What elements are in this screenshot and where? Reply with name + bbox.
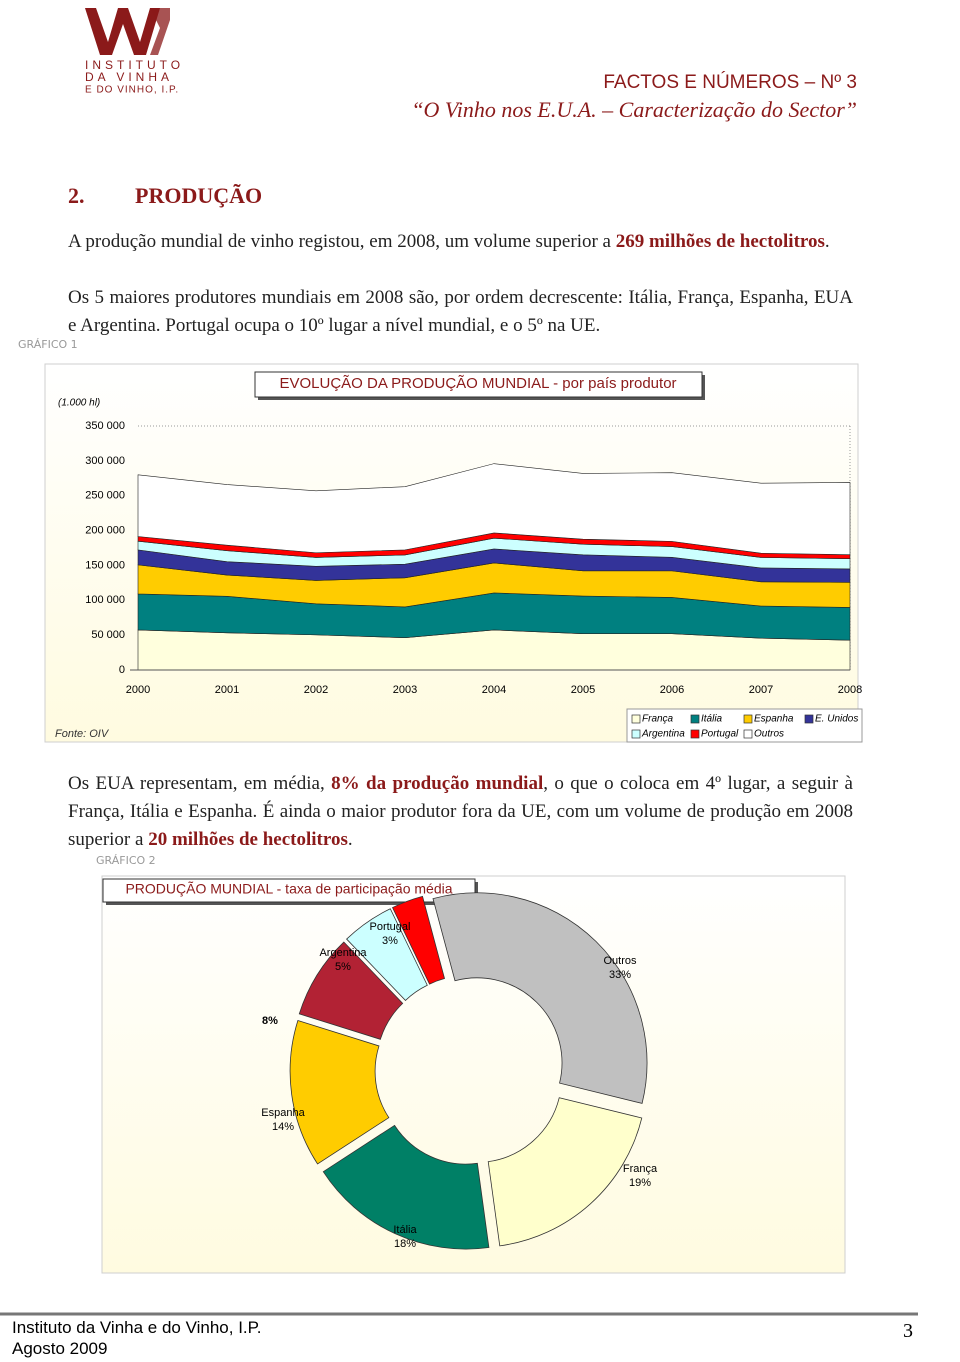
legend-label: Argentina xyxy=(641,729,685,740)
paragraph: Os EUA representam, em média, 8% da prod… xyxy=(68,770,853,854)
donut-slice xyxy=(487,1097,643,1247)
logo-text: INSTITUTO xyxy=(85,58,184,72)
legend-label: Espanha xyxy=(754,714,794,725)
text: A produção mundial de vinho registou, em… xyxy=(68,231,616,252)
y-tick-label: 300 000 xyxy=(85,455,125,467)
donut-slice xyxy=(432,892,648,1104)
donut-slice xyxy=(391,895,446,985)
source: Fonte: OIV xyxy=(55,728,110,740)
figure-label: GRÁFICO 1 xyxy=(18,338,78,351)
y-tick-label: 150 000 xyxy=(85,559,125,571)
x-tick-label: 2008 xyxy=(838,684,862,696)
legend-swatch xyxy=(631,714,641,724)
donut-chart: Outros 33% França 19% Itália 18% Espanha 14% 8% A… xyxy=(261,892,658,1250)
paragraph: A produção mundial de vinho registou, em… xyxy=(68,228,853,256)
emphasis: 20 milhões de hectolitros xyxy=(148,829,348,850)
logo-text: E DO VINHO, I.P. xyxy=(85,85,179,96)
legend-swatch xyxy=(743,729,753,739)
slice-name: Itália xyxy=(393,1224,417,1236)
slice-name: França xyxy=(623,1163,658,1175)
title-box xyxy=(254,371,703,398)
text: Os EUA representam, em média, xyxy=(68,773,332,794)
legend-swatch xyxy=(690,729,700,739)
figure-label: GRÁFICO 2 xyxy=(96,854,156,867)
x-tick-label: 2004 xyxy=(482,684,506,696)
legend-swatch xyxy=(804,714,814,724)
text: . xyxy=(824,231,830,252)
donut-slice xyxy=(346,908,428,1002)
area-chart: 0 50 000 100 000 150 000 200 000 250 000 300 0… xyxy=(85,420,862,740)
y-tick-label: 100 000 xyxy=(85,594,125,606)
logo-text: DA VINHA xyxy=(85,70,173,84)
slice-name: Portugal xyxy=(370,921,411,933)
legend-label: Outros xyxy=(754,729,784,740)
area xyxy=(137,463,851,555)
slice-name: Outros xyxy=(603,955,637,967)
legend-swatch xyxy=(631,729,641,739)
paragraph: Os 5 maiores produtores mundiais em 2008… xyxy=(68,287,853,336)
emphasis: 8% da produção mundial xyxy=(331,773,544,794)
slice-name: Argentina xyxy=(319,947,367,959)
section-title: PRODUÇÃO xyxy=(135,183,263,208)
legend-label: França xyxy=(642,714,674,725)
slice-value-label: 19% xyxy=(629,1177,651,1189)
x-tick-label: 2005 xyxy=(571,684,595,696)
x-tick-label: 2001 xyxy=(215,684,239,696)
legend-label: Portugal xyxy=(701,729,739,740)
chart-title: PRODUÇÃO MUNDIAL - taxa de participação … xyxy=(125,881,452,897)
y-tick-label: 50 000 xyxy=(91,629,125,641)
x-tick-label: 2003 xyxy=(393,684,417,696)
unit-label: (1.000 hl) xyxy=(58,398,100,409)
page-number: 3 xyxy=(903,1320,913,1342)
logo xyxy=(85,8,170,55)
slice-value-label: 18% xyxy=(394,1238,416,1250)
text: , o que o coloca em 4º lugar, a seguir à… xyxy=(68,773,853,850)
donut-slice xyxy=(289,1020,390,1165)
footer-date: Agosto 2009 xyxy=(12,1339,108,1358)
slice-value-label: 5% xyxy=(335,961,351,973)
donut-slice xyxy=(322,1124,490,1250)
legend-label: Itália xyxy=(701,714,723,725)
x-tick-label: 2007 xyxy=(749,684,773,696)
slice-name: Espanha xyxy=(261,1107,305,1119)
y-tick-label: 350 000 xyxy=(85,420,125,432)
x-tick-label: 2000 xyxy=(126,684,150,696)
text: . xyxy=(347,829,353,850)
footer-organization: Instituto da Vinha e do Vinho, I.P. xyxy=(12,1318,262,1337)
legend-label: E. Unidos xyxy=(815,714,858,725)
title-box xyxy=(102,878,476,903)
y-tick-label: 250 000 xyxy=(85,490,125,502)
y-tick-label: 200 000 xyxy=(85,524,125,536)
chart-title: EVOLUÇÃO DA PRODUÇÃO MUNDIAL - por país … xyxy=(279,375,676,392)
slice-value-label: 14% xyxy=(272,1121,294,1133)
x-tick-label: 2006 xyxy=(660,684,684,696)
x-tick-label: 2002 xyxy=(304,684,328,696)
y-tick-label: 0 xyxy=(119,664,125,676)
legend-swatch xyxy=(743,714,753,724)
legend-swatch xyxy=(690,714,700,724)
emphasis: 269 milhões de hectolitros xyxy=(615,231,825,252)
slice-value-label: 3% xyxy=(382,935,398,947)
slice-value-label: 33% xyxy=(609,969,631,981)
subtitle: “O Vinho nos E.U.A. – Caracterização do … xyxy=(411,97,857,122)
slice-value-label: 8% xyxy=(262,1015,278,1027)
section-number: 2. xyxy=(68,183,85,208)
donut-slice xyxy=(298,941,404,1040)
series-title: FACTOS E NÚMEROS – Nº 3 xyxy=(603,72,857,93)
